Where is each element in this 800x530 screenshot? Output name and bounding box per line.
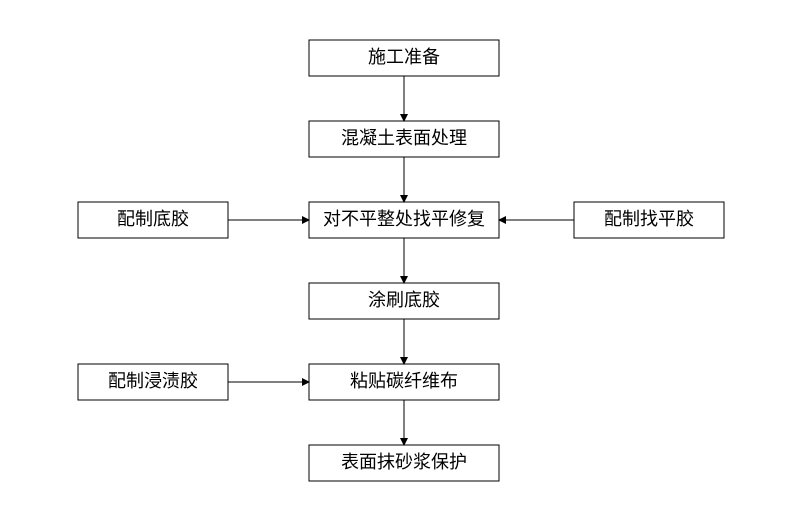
- node-s2-label: 配制找平胶: [604, 209, 694, 229]
- node-n5-label: 粘贴碳纤维布: [350, 371, 458, 391]
- node-n4-label: 涂刷底胶: [368, 290, 440, 310]
- node-n3-label: 对不平整处找平修复: [323, 209, 485, 229]
- node-s2: 配制找平胶: [574, 202, 724, 238]
- node-n1: 施工准备: [309, 40, 499, 76]
- node-s3: 配制浸渍胶: [78, 364, 228, 400]
- node-n4: 涂刷底胶: [309, 283, 499, 319]
- node-n6: 表面抹砂浆保护: [309, 445, 499, 481]
- node-n2-label: 混凝土表面处理: [341, 128, 467, 148]
- node-s1-label: 配制底胶: [117, 209, 189, 229]
- node-s3-label: 配制浸渍胶: [108, 371, 198, 391]
- node-n1-label: 施工准备: [368, 47, 440, 67]
- node-n6-label: 表面抹砂浆保护: [341, 452, 467, 472]
- node-n5: 粘贴碳纤维布: [309, 364, 499, 400]
- node-n3: 对不平整处找平修复: [309, 202, 499, 238]
- flowchart-canvas: 施工准备 混凝土表面处理 对不平整处找平修复 涂刷底胶 粘贴碳纤维布 表面抹砂浆…: [0, 0, 800, 530]
- node-s1: 配制底胶: [78, 202, 228, 238]
- node-n2: 混凝土表面处理: [309, 121, 499, 157]
